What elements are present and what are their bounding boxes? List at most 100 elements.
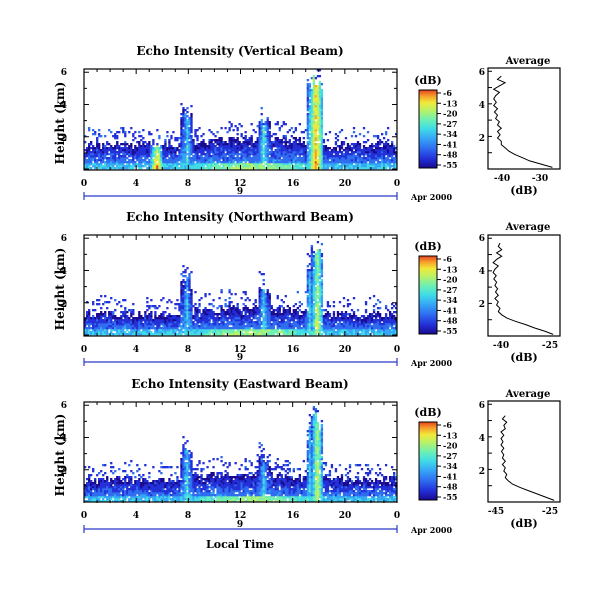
heatmap-cell: [208, 151, 211, 154]
heatmap-cell: [360, 159, 364, 162]
heatmap-cell: [174, 315, 177, 318]
heatmap-cell: [120, 333, 123, 336]
heatmap-cell: [310, 307, 314, 310]
heatmap-cell: [394, 165, 398, 168]
heatmap-cell: [194, 131, 197, 134]
heatmap-cell: [180, 325, 183, 328]
heatmap-cell: [320, 157, 324, 160]
heatmap-cell: [310, 141, 314, 144]
heatmap-cell: [108, 153, 111, 156]
heatmap-cell: [92, 498, 95, 501]
heatmap-cell: [178, 145, 181, 148]
heatmap-cell: [190, 149, 193, 152]
heatmap-cell: [242, 309, 245, 312]
heatmap-cell: [154, 307, 157, 310]
heatmap-cell: [320, 283, 324, 286]
heatmap-cell: [204, 331, 207, 334]
heatmap-cell: [122, 313, 125, 316]
heatmap-cell: [312, 309, 316, 312]
heatmap-cell: [212, 317, 215, 320]
heatmap-cell: [354, 157, 358, 160]
heatmap-cell: [186, 327, 189, 330]
heatmap-cell: [188, 153, 191, 156]
heatmap-cell: [356, 325, 360, 328]
heatmap-cell: [276, 159, 279, 162]
heatmap-cell: [234, 149, 237, 152]
heatmap-cell: [312, 93, 316, 96]
colorbar-ticks: -6-13-20-27-34-41-48-55: [437, 254, 458, 336]
heatmap-cell: [86, 313, 89, 316]
heatmap-cell: [188, 299, 191, 302]
heatmap-cell: [200, 149, 203, 152]
heatmap-cell: [196, 165, 199, 168]
heatmap-cell: [138, 157, 141, 160]
heatmap-cell: [184, 165, 187, 168]
heatmap-cell: [90, 498, 93, 501]
heatmap-cell: [242, 151, 245, 154]
heatmap-cell: [158, 161, 161, 164]
heatmap-cell: [98, 135, 101, 138]
heatmap-cell: [186, 135, 189, 138]
heatmap-cell: [220, 333, 223, 336]
heatmap-cell: [94, 147, 97, 150]
heatmap-cell: [320, 303, 324, 306]
heatmap-cell: [310, 289, 314, 292]
heatmap-cell: [114, 323, 117, 326]
heatmap-cell: [206, 145, 209, 148]
heatmap-cell: [190, 115, 193, 118]
heatmap-cell: [186, 129, 189, 132]
heatmap-cell: [274, 133, 277, 136]
heatmap-cell: [248, 315, 251, 318]
heatmap-cell: [390, 145, 394, 148]
heatmap-cell: [336, 333, 340, 336]
heatmap-cell: [228, 141, 231, 144]
heatmap-cell: [312, 117, 316, 120]
heatmap-cell: [206, 329, 209, 332]
heatmap-cell: [318, 249, 322, 252]
heatmap-cell: [384, 141, 388, 144]
heatmap-cell: [228, 145, 231, 148]
heatmap-cell: [292, 315, 295, 318]
y-tick-label: 6: [61, 234, 67, 244]
heatmap-cell: [242, 159, 245, 162]
date-bar: 9: [83, 353, 398, 366]
heatmap-cell: [376, 141, 380, 144]
heatmap-cell: [298, 147, 301, 150]
heatmap-cell: [320, 317, 324, 320]
heatmap-cell: [354, 327, 358, 330]
heatmap-cell: [186, 163, 189, 166]
heatmap-cell: [98, 331, 101, 334]
heatmap-cell: [312, 85, 316, 88]
heatmap-cell: [360, 319, 364, 322]
heatmap-cell: [146, 321, 149, 324]
heatmap-cell: [210, 309, 213, 312]
heatmap-cell: [212, 161, 215, 164]
heatmap-cell: [264, 315, 267, 318]
heatmap-cell: [244, 149, 247, 152]
heatmap-cell: [362, 135, 366, 138]
heatmap-cell: [320, 141, 324, 144]
heatmap-cell: [298, 149, 301, 152]
heatmap-cell: [246, 311, 249, 314]
heatmap-cell: [270, 161, 273, 164]
heatmap-cell: [314, 259, 318, 262]
heatmap-cell: [240, 313, 243, 316]
heatmap-cell: [308, 333, 312, 336]
heatmap-cell: [154, 319, 157, 322]
heatmap-cell: [348, 149, 352, 152]
heatmap-cell: [146, 329, 149, 332]
heatmap-cell: [258, 327, 261, 330]
heatmap-cell: [110, 161, 113, 164]
heatmap-cell: [302, 329, 306, 332]
heatmap-cell: [260, 137, 263, 140]
heatmap-cell: [320, 91, 324, 94]
heatmap-cell: [376, 153, 380, 156]
heatmap-cell: [352, 323, 356, 326]
heatmap-cell: [258, 145, 261, 148]
heatmap-cell: [116, 325, 119, 328]
heatmap-cell: [160, 145, 163, 148]
heatmap-cell: [308, 167, 312, 170]
heatmap-cell: [316, 257, 320, 260]
heatmap-cell: [174, 153, 177, 156]
heatmap-cell: [166, 329, 169, 332]
